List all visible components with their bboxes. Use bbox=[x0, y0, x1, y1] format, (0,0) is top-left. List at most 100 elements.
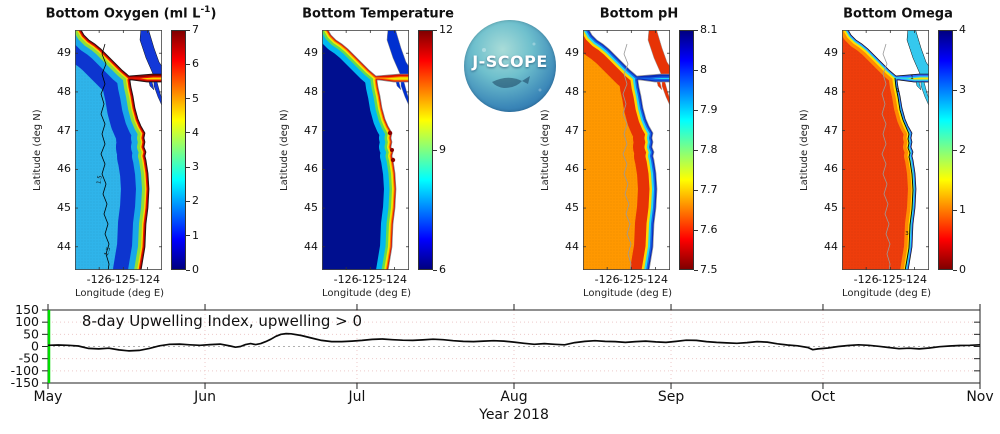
colorbar-tick-mark bbox=[186, 29, 190, 31]
lat-tick-label: 44 bbox=[565, 239, 579, 253]
lat-tick-label: 47 bbox=[824, 123, 838, 137]
panel-title-text: Bottom pH bbox=[599, 6, 679, 22]
latitude-axis-label: Latitude (deg N) bbox=[799, 109, 810, 191]
latitude-axis-label: Latitude (deg N) bbox=[32, 109, 43, 191]
colorbar-tick-mark bbox=[433, 29, 437, 31]
lon-tick-label: -125 bbox=[618, 273, 644, 286]
longitude-axis-label: Longitude (deg E) bbox=[322, 288, 412, 299]
lat-tick-label: 48 bbox=[824, 84, 838, 98]
ts-month-label: Sep bbox=[658, 389, 685, 405]
logo-fish-icon bbox=[482, 42, 542, 92]
temperature-map bbox=[322, 30, 409, 270]
colorbar-tick-mark bbox=[694, 189, 698, 191]
svg-text:1.5: 1.5 bbox=[104, 246, 113, 257]
colorbar-tick-mark bbox=[186, 235, 190, 237]
ts-x-axis-label: Year 2018 bbox=[478, 407, 549, 423]
ts-month-label: Aug bbox=[500, 389, 527, 405]
colorbar-tick-mark bbox=[953, 149, 957, 151]
colorbar-tick-label: 1 bbox=[192, 228, 199, 242]
colorbar-tick-label: 4 bbox=[959, 23, 966, 36]
lon-tick-label: -126 bbox=[333, 273, 359, 286]
svg-text:3: 3 bbox=[905, 231, 909, 237]
lon-tick-label: -125 bbox=[877, 273, 903, 286]
lat-tick-label: 46 bbox=[824, 162, 838, 176]
svg-text:1: 1 bbox=[896, 88, 900, 94]
lon-tick-label: -125 bbox=[110, 273, 136, 286]
lat-tick-label: 47 bbox=[57, 123, 71, 137]
panel-bottom-omega: Bottom Omega Latitude (deg N) 1 1 3 49 48 47… bbox=[799, 0, 1000, 300]
colorbar-tick-mark bbox=[186, 200, 190, 202]
colorbar-tick-mark bbox=[694, 29, 698, 31]
lat-tick-label: 46 bbox=[565, 162, 579, 176]
colorbar-tick-label: 1 bbox=[959, 203, 966, 216]
oxygen-map: 1.5 1.5 bbox=[75, 30, 162, 270]
colorbar-tick-mark bbox=[953, 269, 957, 271]
ts-y-tick-label: 0 bbox=[31, 339, 39, 354]
jscope-logo: J-SCOPE bbox=[464, 20, 556, 112]
lat-tick-label: 47 bbox=[304, 123, 318, 137]
lon-tick-label: -126 bbox=[853, 273, 879, 286]
colorbar-tick-label: 3 bbox=[192, 160, 199, 174]
colorbar-tick-mark bbox=[953, 209, 957, 211]
upwelling-index-line bbox=[47, 332, 981, 352]
panel-bottom-temperature: Bottom Temperature Latitude (deg N) 49 48… bbox=[279, 0, 497, 300]
ts-month-label: Nov bbox=[966, 389, 993, 405]
colorbar-tick-label: 7.9 bbox=[700, 103, 718, 116]
colorbar-tick-mark bbox=[694, 269, 698, 271]
ts-y-tick-label: -100 bbox=[11, 363, 39, 378]
lat-tick-label: 45 bbox=[304, 201, 318, 215]
logo-text: J-SCOPE bbox=[472, 52, 548, 71]
colorbar-tick-label: 8 bbox=[700, 63, 707, 76]
lon-tick-label: -126 bbox=[594, 273, 620, 286]
lat-tick-label: 47 bbox=[565, 123, 579, 137]
temperature-colorbar bbox=[418, 30, 433, 270]
panel-title-omega: Bottom Omega bbox=[802, 5, 994, 21]
colorbar-tick-label: 6 bbox=[439, 263, 446, 276]
lat-tick-label: 48 bbox=[565, 84, 579, 98]
lat-tick-label: 44 bbox=[824, 239, 838, 253]
lat-tick-label: 45 bbox=[565, 201, 579, 215]
panel-title-temperature: Bottom Temperature bbox=[282, 5, 474, 21]
lat-tick-label: 49 bbox=[304, 46, 318, 60]
colorbar-tick-label: 12 bbox=[439, 23, 453, 36]
panel-title-text: Bottom Oxygen (ml L bbox=[45, 6, 201, 22]
colorbar-tick-label: 5 bbox=[192, 91, 199, 105]
colorbar-tick-label: 0 bbox=[959, 263, 966, 276]
oxygen-colorbar bbox=[171, 30, 186, 270]
ts-month-label: May bbox=[34, 389, 63, 405]
colorbar-tick-label: 4 bbox=[192, 125, 199, 139]
colorbar-tick-mark bbox=[433, 149, 437, 151]
panel-title-oxygen: Bottom Oxygen (ml L-1) bbox=[35, 5, 227, 21]
lat-tick-label: 48 bbox=[304, 84, 318, 98]
colorbar-tick-mark bbox=[186, 132, 190, 134]
colorbar-tick-mark bbox=[953, 29, 957, 31]
colorbar-tick-label: 7 bbox=[192, 23, 199, 36]
longitude-axis-label: Longitude (deg E) bbox=[583, 288, 673, 299]
lat-tick-label: 48 bbox=[57, 84, 71, 98]
ts-title: 8-day Upwelling Index, upwelling > 0 bbox=[82, 312, 362, 330]
colorbar-tick-mark bbox=[694, 109, 698, 111]
lon-tick-label: -124 bbox=[135, 273, 160, 286]
omega-colorbar bbox=[938, 30, 953, 270]
ts-month-label: Oct bbox=[811, 389, 836, 405]
colorbar-tick-label: 6 bbox=[192, 57, 199, 71]
panel-bottom-oxygen: Bottom Oxygen (ml L-1) Latitude (deg N) … bbox=[32, 0, 250, 300]
ts-month-label: Jun bbox=[193, 389, 216, 405]
lat-tick-label: 44 bbox=[304, 239, 318, 253]
colorbar-tick-mark bbox=[694, 69, 698, 71]
ts-y-tick-label: 50 bbox=[23, 326, 39, 341]
longitude-axis-label: Longitude (deg E) bbox=[842, 288, 932, 299]
colorbar-tick-label: 7.7 bbox=[700, 183, 718, 196]
lat-tick-label: 46 bbox=[304, 162, 318, 176]
ts-y-tick-label: -50 bbox=[19, 351, 39, 366]
lon-tick-label: -124 bbox=[382, 273, 407, 286]
colorbar-tick-mark bbox=[953, 89, 957, 91]
colorbar-tick-label: 0 bbox=[192, 263, 199, 276]
panel-bottom-ph: Bottom pH Latitude (deg N) 49 48 47 46 45 44 -… bbox=[540, 0, 758, 300]
lat-tick-label: 49 bbox=[565, 46, 579, 60]
ts-y-tick-label: 150 bbox=[15, 302, 39, 317]
colorbar-tick-mark bbox=[186, 98, 190, 100]
colorbar-tick-label: 3 bbox=[959, 83, 966, 96]
